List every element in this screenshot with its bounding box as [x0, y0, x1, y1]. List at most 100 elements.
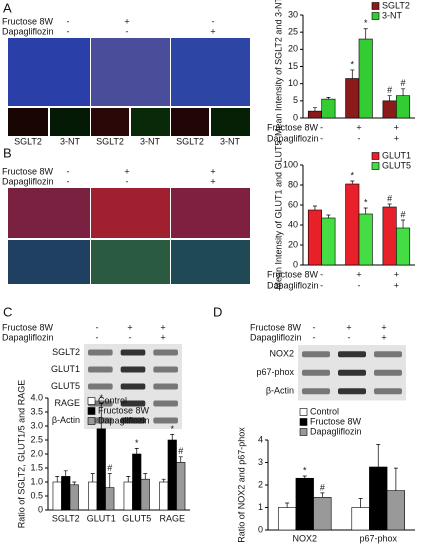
blot-band: [153, 400, 178, 407]
y-axis-label: Mean Intensity of GLUT1 and GLUT5: [273, 140, 283, 289]
micrograph: [91, 38, 170, 106]
blot-band: [88, 349, 113, 356]
annotation: #: [178, 446, 183, 456]
error-bar: [312, 205, 317, 210]
blot-band: [120, 366, 146, 373]
treatment-sign: -: [358, 133, 361, 143]
error-bar: [376, 444, 381, 467]
y-tick-label: 3.5: [30, 406, 43, 416]
error-bar: [326, 214, 331, 218]
annotation: *: [351, 170, 355, 180]
annotation: #: [107, 463, 112, 473]
panel-b-images: [8, 188, 250, 284]
treatment-sign: -: [320, 280, 323, 290]
treatment-name: Dapagliflozin: [250, 332, 302, 342]
y-tick-label: 1: [258, 502, 263, 512]
blot-band: [120, 349, 146, 356]
blot-band: [374, 369, 402, 376]
treatment-sign: +: [394, 280, 399, 290]
error-bar: [387, 203, 392, 207]
annotation: *: [303, 465, 307, 475]
legend-label: Fructose 8W: [98, 405, 150, 415]
bar: [96, 428, 106, 511]
bar: [277, 507, 297, 531]
micrograph: [8, 240, 90, 284]
bar: [69, 484, 79, 511]
legend-swatch: [299, 408, 308, 416]
y-tick-label: 20: [288, 44, 298, 54]
error-bar: [63, 470, 68, 477]
bar: [140, 478, 150, 511]
x-tick-label: NOX2: [292, 533, 317, 543]
treatment-sign: +: [381, 332, 386, 342]
error-bar: [285, 502, 290, 508]
error-bar: [99, 403, 104, 429]
legend-label: Control: [310, 406, 339, 416]
micrograph: [91, 188, 170, 238]
x-tick-label: p67-phox: [359, 533, 397, 543]
treatment-sign: +: [394, 269, 399, 279]
bar: [382, 206, 397, 266]
error-bar: [350, 180, 355, 184]
treatment-sign: -: [348, 332, 351, 342]
treatment-sign: +: [124, 16, 129, 26]
y-tick-label: 0: [293, 259, 298, 269]
x-tick-label: SGLT2: [52, 513, 80, 523]
bar: [396, 227, 411, 266]
error-bar: [178, 456, 183, 463]
error-bar: [393, 467, 398, 491]
bar: [351, 507, 370, 531]
blot-band: [302, 369, 330, 376]
treatment-sign: -: [67, 176, 70, 186]
image-label: 3-NT: [60, 136, 81, 146]
treatment-sign: -: [96, 332, 99, 342]
bar: [321, 217, 336, 266]
panel-label: A: [3, 0, 12, 15]
y-tick-label: 4: [258, 434, 263, 444]
y-tick-label: 60: [288, 199, 298, 209]
micrograph: [8, 108, 48, 136]
treatment-sign: -: [126, 176, 129, 186]
bar: [61, 476, 71, 511]
error-bar: [302, 475, 307, 479]
y-axis-label: Ratio of SGLT2, GLUT1/5 and RAGE: [16, 380, 26, 528]
y-tick-label: 0: [258, 524, 263, 534]
annotation: *: [364, 18, 368, 28]
treatment-sign: +: [210, 176, 215, 186]
legend-swatch: [299, 418, 308, 426]
blot-band: [153, 417, 178, 424]
legend-label: Dapagliflozin: [310, 426, 362, 436]
blot-band: [120, 383, 146, 390]
treatment-sign: -: [67, 16, 70, 26]
legend-swatch: [299, 428, 308, 436]
micrograph: [131, 108, 170, 136]
treatment-sign: -: [320, 133, 323, 143]
treatment-sign: +: [210, 26, 215, 36]
blot-band: [88, 366, 113, 373]
x-tick-label: GLUT5: [122, 513, 151, 523]
legend-swatch: [87, 407, 96, 415]
error-bar: [90, 473, 95, 482]
micrograph: [171, 240, 250, 284]
legend-swatch: [87, 397, 96, 405]
y-tick-label: 20: [288, 239, 298, 249]
treatment-name: Fructose 8W: [2, 322, 54, 332]
micrograph: [171, 188, 250, 238]
treatment-sign: -: [313, 322, 316, 332]
bar: [358, 213, 373, 266]
annotation: *: [351, 59, 355, 69]
treatment-sign: +: [356, 269, 361, 279]
annotation: #: [387, 193, 392, 203]
y-tick-label: 2.0: [30, 448, 43, 458]
treatment-sign: +: [127, 322, 132, 332]
y-tick-label: 3.0: [30, 420, 43, 430]
y-tick-label: 40: [288, 219, 298, 229]
bar: [345, 78, 360, 119]
treatment-sign: +: [394, 133, 399, 143]
treatment-name: Fructose 8W: [250, 322, 302, 332]
micrograph: [8, 188, 90, 238]
legend-swatch: [371, 12, 380, 20]
image-label: 3-NT: [220, 136, 241, 146]
x-tick-label: GLUT1: [87, 513, 116, 523]
x-tick-label: RAGE: [159, 513, 185, 523]
